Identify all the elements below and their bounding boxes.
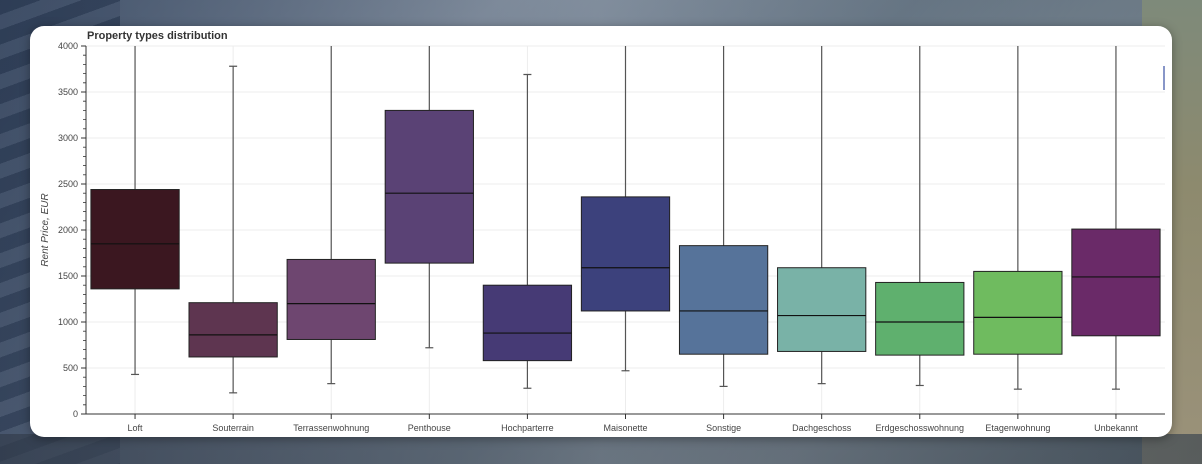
x-tick-label: Hochparterre <box>501 423 554 433</box>
box-erdgeschosswohnung <box>875 46 965 387</box>
x-tick-label: Terrassenwohnung <box>293 423 369 433</box>
box-sonstige <box>678 46 769 387</box>
y-tick-label: 2500 <box>58 179 78 189</box>
box-rect <box>777 267 867 352</box>
box-rect <box>875 281 965 356</box>
x-tick-label: Unbekannt <box>1094 423 1138 433</box>
box-rect <box>286 258 376 340</box>
x-tick-label: Erdgeschosswohnung <box>875 423 964 433</box>
chart-title: Property types distribution <box>87 30 228 42</box>
box-maisonette <box>580 46 671 372</box>
x-tick-label: Dachgeschoss <box>792 423 852 433</box>
x-tick-label: Penthouse <box>408 423 451 433</box>
box-layer <box>90 46 1161 394</box>
x-tick-label: Maisonette <box>603 423 647 433</box>
box-rect <box>482 284 573 362</box>
y-tick-label: 1000 <box>58 317 78 327</box>
box-rect <box>678 245 769 355</box>
y-tick-label: 500 <box>63 363 78 373</box>
x-tick-label: Souterrain <box>212 423 254 433</box>
y-tick-label: 0 <box>73 409 78 419</box>
box-penthouse <box>384 46 474 349</box>
chart-card: Property types distribution 0 500 1000 1500… <box>30 26 1172 437</box>
x-tick-label: Loft <box>128 423 144 433</box>
x-tick-label: Sonstige <box>706 423 741 433</box>
y-tick-label: 3000 <box>58 133 78 143</box>
box-etagenwohnung <box>973 46 1063 390</box>
box-dachgeschoss <box>777 46 867 385</box>
box-souterrain <box>188 65 278 394</box>
box-hochparterre <box>482 73 573 389</box>
scroll-indicator[interactable] <box>1163 66 1165 90</box>
box-loft <box>90 46 180 376</box>
y-axis-label: Rent Price, EUR <box>40 193 51 266</box>
box-rect <box>90 189 180 290</box>
y-tick-label: 3500 <box>58 87 78 97</box>
background-bottom-edge <box>0 434 1202 464</box>
y-tick-label: 4000 <box>58 41 78 51</box>
box-rect <box>384 109 474 264</box>
box-rect <box>188 302 278 358</box>
y-tick-label: 1500 <box>58 271 78 281</box>
box-rect <box>973 270 1063 355</box>
box-rect <box>580 196 671 312</box>
box-terrassenwohnung <box>286 46 376 385</box>
y-tick-label: 2000 <box>58 225 78 235</box>
box-plot: 0 500 1000 1500 2000 2500 3000 3500 4000 Loft Sout… <box>40 41 1165 433</box>
box-unbekannt <box>1071 46 1161 390</box>
axis-layer: 0 500 1000 1500 2000 2500 3000 3500 4000 Loft Sout… <box>40 41 1165 433</box>
box-rect <box>1071 228 1161 337</box>
x-tick-label: Etagenwohnung <box>985 423 1050 433</box>
